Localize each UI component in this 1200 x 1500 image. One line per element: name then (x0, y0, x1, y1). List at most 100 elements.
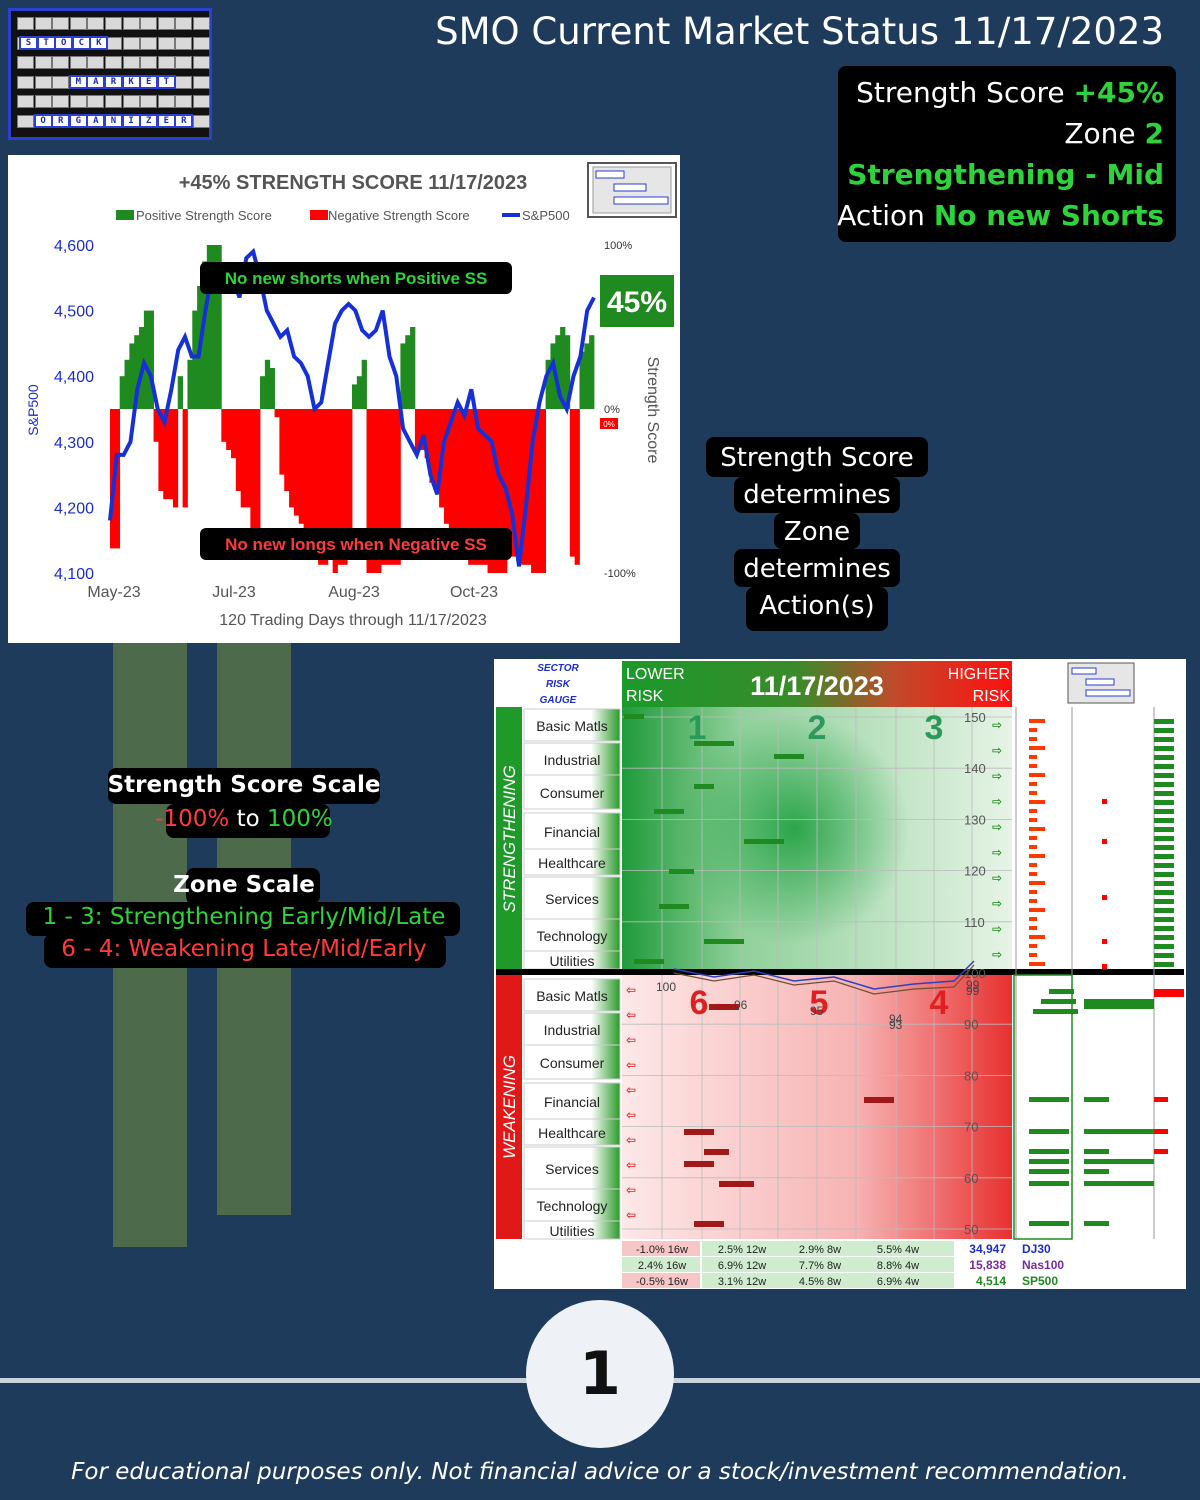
x-tick: May-23 (87, 584, 140, 601)
strength-bar (361, 359, 367, 409)
right-bar-red (1154, 1129, 1168, 1134)
logo-cell (122, 36, 140, 50)
sector-marker (694, 741, 734, 746)
legend-positive: Positive Strength Score (136, 208, 272, 223)
logo-cell (17, 56, 34, 69)
sector-marker (659, 904, 689, 909)
status-panel: Strength Score +45% Zone 2 Strengthening… (837, 66, 1176, 242)
sector-risk-gauge: SECTOR RISK GAUGE LOWER RISK HIGHER RISK… (494, 659, 1186, 1289)
sector-cell (523, 918, 621, 952)
right-bar-green (1154, 863, 1174, 868)
logo-letter: E (156, 113, 176, 128)
y-tick-left: 4,400 (54, 369, 94, 386)
sector-label: Technology (537, 928, 608, 944)
strength-bar (303, 409, 309, 532)
strength-bar (555, 335, 561, 409)
strength-bar (516, 409, 522, 557)
right-bar-red (1154, 1149, 1168, 1154)
strength-bar (550, 343, 556, 409)
sector-marker (694, 784, 714, 789)
sector-cell (523, 1220, 621, 1240)
right-bar-red (1029, 845, 1037, 849)
right-bar-green (1154, 836, 1174, 841)
right-bar-red (1029, 917, 1037, 921)
right-bar-green (1041, 999, 1076, 1004)
sector-label: Consumer (540, 1055, 605, 1071)
sector-marker (694, 1221, 724, 1227)
gauge-svg: SECTOR RISK GAUGE LOWER RISK HIGHER RISK… (496, 661, 1184, 1288)
logo-cell (87, 17, 105, 30)
sector-label: Utilities (549, 1223, 594, 1239)
logo-cell (17, 95, 34, 108)
sector-cell (523, 848, 621, 876)
right-bar-green (1154, 953, 1174, 958)
legend-positive-swatch (116, 210, 134, 220)
right-bar-green (1154, 809, 1174, 814)
sector-marker (774, 754, 804, 759)
scale-title-zone: Zone Scale (173, 872, 315, 898)
strength-bar (564, 335, 571, 409)
perf-cell: 2.5% 12w (718, 1244, 766, 1256)
logo-cell (34, 95, 52, 108)
right-bar-red (1029, 755, 1037, 759)
strength-bar (540, 409, 546, 573)
index-line-label: 96 (734, 998, 748, 1012)
sector-cell (523, 774, 621, 810)
strength-bar (390, 409, 396, 565)
logo-cell (87, 95, 105, 108)
logo-letter: R (104, 74, 123, 89)
right-dot (1102, 964, 1107, 969)
strength-bar (463, 409, 469, 557)
sector-label: Industrial (544, 1022, 601, 1038)
logo-cell (52, 75, 70, 89)
strength-bar (405, 335, 411, 409)
y-axis-left-label: S&P500 (25, 384, 41, 436)
right-bar-red (1029, 719, 1045, 723)
logo-cell (34, 56, 52, 69)
callout-line-2: determines (743, 480, 891, 510)
right-bar-green (1084, 999, 1154, 1004)
logo-cell (157, 95, 175, 108)
strength-bar (531, 409, 537, 573)
callout-line-1: Strength Score (720, 443, 914, 473)
strength-bar (168, 409, 174, 500)
arrow-right-icon: ⇨ (992, 846, 1002, 860)
right-bar-green (1154, 962, 1174, 967)
strength-bar (352, 384, 358, 409)
strength-bar (124, 359, 130, 409)
logo-letter: O (54, 35, 74, 50)
note-negative-bg (200, 528, 512, 560)
strength-bar (163, 409, 169, 500)
sector-marker (864, 1097, 894, 1103)
sector-marker (704, 939, 744, 944)
strength-bar (313, 409, 319, 557)
y-tick-left: 4,300 (54, 435, 94, 452)
sp500-line (108, 247, 596, 567)
gauge-y-tick: 60 (964, 1171, 978, 1186)
perf-cell-bg (858, 1241, 954, 1256)
perf-cell: -1.0% 16w (636, 1244, 688, 1256)
strength-bar (279, 409, 285, 475)
sector-cell (523, 708, 621, 742)
action-label: Action (837, 199, 925, 232)
sector-marker (654, 809, 684, 814)
strength-bar (395, 409, 401, 565)
index-line (673, 964, 975, 995)
right-bar-green (1154, 890, 1174, 895)
scale-min: -100% (155, 806, 230, 832)
gauge-y-tick: 150 (964, 710, 986, 725)
strength-bar (579, 351, 585, 409)
zero-badge-text: 0% (603, 420, 615, 429)
logo-cell (175, 17, 193, 30)
zone-numbers: 1 2 3 6 5 4 ⇨ ⇦ ⇨ ⇦ ⇨ ⇦ ⇨ ⇦ ⇨ ⇦ ⇨ ⇦ ⇨ ⇦ ⇨ ⇦ ⇨ ⇦ ⇨ ⇦ (626, 709, 1002, 1222)
logo-cell (193, 114, 210, 128)
strength-bar (187, 359, 193, 409)
logo-cell (157, 17, 175, 30)
strength-bar (148, 310, 154, 409)
sector-cell (523, 1118, 621, 1146)
arrow-right-icon: ⇨ (992, 948, 1002, 962)
higher-risk-2: RISK (973, 688, 1011, 705)
strength-bar (274, 409, 280, 418)
strength-bar (589, 335, 595, 409)
strength-bar (129, 343, 135, 409)
